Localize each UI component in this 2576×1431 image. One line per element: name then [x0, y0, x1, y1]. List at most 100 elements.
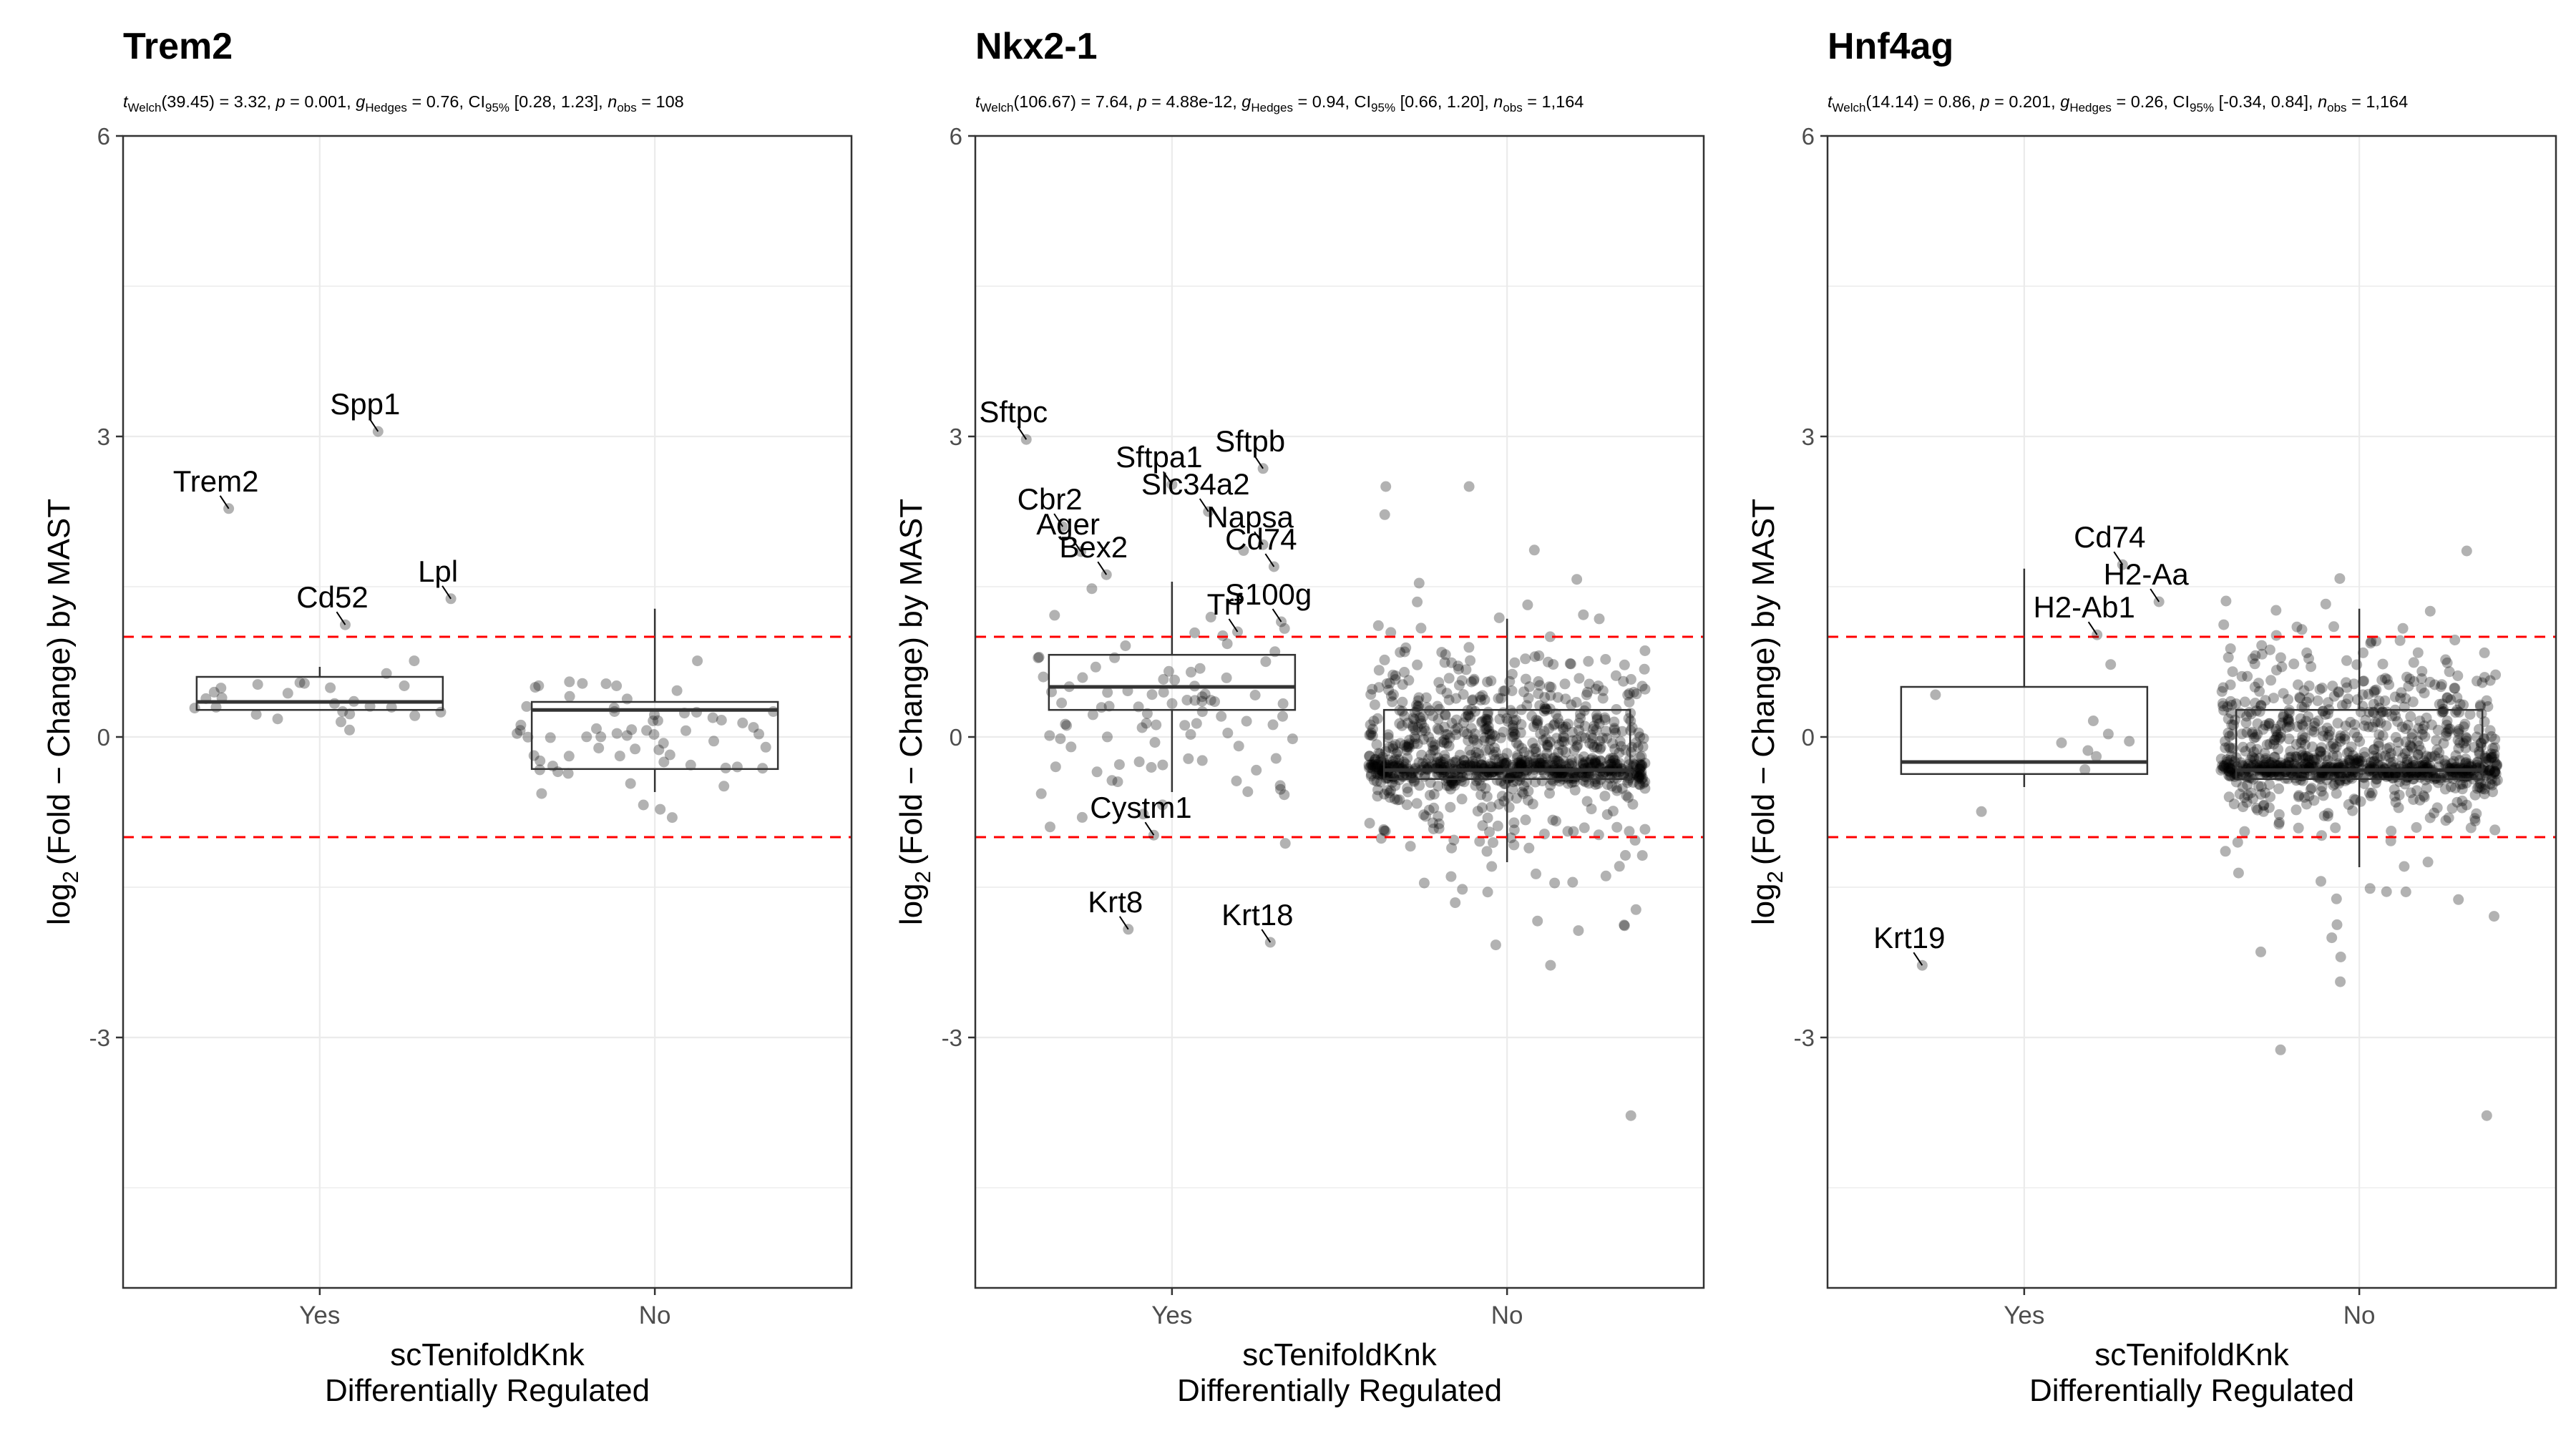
- data-point: [1599, 712, 1611, 723]
- data-point: [2462, 769, 2473, 781]
- data-point: [1405, 769, 1417, 781]
- data-point: [1533, 688, 1544, 700]
- data-point: [2490, 768, 2502, 780]
- data-point: [2300, 753, 2311, 764]
- data-point: [1414, 780, 1425, 791]
- data-point: [2323, 729, 2335, 741]
- data-point: [2353, 755, 2364, 766]
- y-axis-title-sub: 2: [1762, 871, 1787, 883]
- data-point: [1493, 753, 1505, 765]
- data-point: [1597, 769, 1609, 781]
- data-point: [1449, 780, 1460, 791]
- data-point: [2368, 743, 2380, 755]
- data-point: [2475, 741, 2487, 753]
- data-point: [2436, 698, 2448, 710]
- data-point: [2298, 769, 2310, 781]
- data-point: [1569, 784, 1581, 796]
- data-point: [2278, 710, 2289, 721]
- data-point: [1446, 774, 1458, 786]
- x-tick-label: No: [639, 1301, 671, 1329]
- data-point: [666, 812, 678, 824]
- data-point: [2460, 731, 2472, 743]
- data-point: [2392, 746, 2404, 757]
- data-point: [2316, 786, 2327, 797]
- data-point: [1102, 687, 1113, 698]
- data-point: [2358, 721, 2370, 731]
- data-point: [1530, 753, 1541, 764]
- data-point: [1548, 659, 1559, 670]
- data-point: [1387, 759, 1399, 770]
- data-point: [2218, 705, 2230, 716]
- data-point: [2446, 758, 2457, 769]
- data-point: [1551, 733, 1562, 744]
- data-point: [2471, 731, 2482, 743]
- data-point: [2316, 746, 2327, 757]
- data-point: [535, 755, 546, 766]
- data-point: [1242, 786, 1254, 797]
- data-point: [716, 715, 727, 726]
- label-connector: [336, 611, 346, 625]
- data-point: [1275, 783, 1286, 795]
- data-point: [2283, 716, 2294, 728]
- data-point: [1482, 812, 1493, 824]
- data-point: [282, 688, 293, 699]
- label-connector: [1118, 916, 1129, 930]
- data-point: [2484, 765, 2495, 776]
- data-point: [2285, 746, 2296, 757]
- data-point: [2216, 685, 2228, 697]
- data-point: [1501, 713, 1513, 724]
- data-point: [2477, 783, 2488, 794]
- data-point: [1639, 824, 1651, 835]
- data-point: [2311, 771, 2323, 783]
- data-point: [641, 725, 653, 736]
- data-point: [1393, 754, 1405, 766]
- data-point: [1113, 759, 1125, 771]
- data-point: [664, 749, 675, 761]
- data-point: [1597, 733, 1609, 743]
- data-point: [2341, 682, 2353, 693]
- data-point: [1636, 680, 1648, 692]
- data-point: [1638, 778, 1649, 789]
- data-point: [2458, 721, 2469, 733]
- data-point: [1403, 738, 1415, 750]
- data-point: [2416, 770, 2428, 781]
- data-point: [1489, 753, 1501, 765]
- data-point: [2351, 753, 2362, 765]
- data-point: [2269, 751, 2280, 763]
- data-point: [1499, 758, 1511, 769]
- data-point: [1387, 743, 1399, 754]
- data-point: [2218, 682, 2229, 693]
- data-point: [591, 723, 602, 734]
- data-point: [658, 756, 670, 768]
- data-point: [2344, 757, 2356, 768]
- data-point: [1436, 647, 1448, 658]
- data-point: [2438, 706, 2449, 718]
- data-point: [2271, 665, 2282, 676]
- data-point: [2244, 706, 2255, 718]
- data-point: [2348, 727, 2360, 738]
- data-point: [1394, 769, 1405, 781]
- data-point: [2273, 816, 2285, 828]
- data-point: [2375, 751, 2386, 762]
- data-point: [1532, 915, 1543, 927]
- data-point: [1443, 781, 1455, 792]
- label-connector: [1261, 929, 1272, 943]
- data-point: [1500, 778, 1511, 789]
- data-point: [2220, 742, 2231, 753]
- data-point: [1392, 794, 1403, 806]
- data-point: [2447, 769, 2459, 781]
- data-point: [2479, 716, 2490, 728]
- data-point: [2367, 721, 2379, 733]
- plot-area: [123, 136, 852, 1288]
- data-point: [2249, 658, 2260, 670]
- data-point: [1481, 723, 1493, 735]
- data-point: [2404, 740, 2416, 751]
- data-point: [2303, 752, 2313, 763]
- data-point: [2459, 772, 2470, 783]
- data-point: [2296, 719, 2308, 731]
- data-point: [1194, 663, 1206, 674]
- data-point: [1516, 719, 1527, 730]
- data-point: [1411, 700, 1422, 711]
- data-point: [2371, 752, 2383, 763]
- data-point: [2464, 709, 2476, 720]
